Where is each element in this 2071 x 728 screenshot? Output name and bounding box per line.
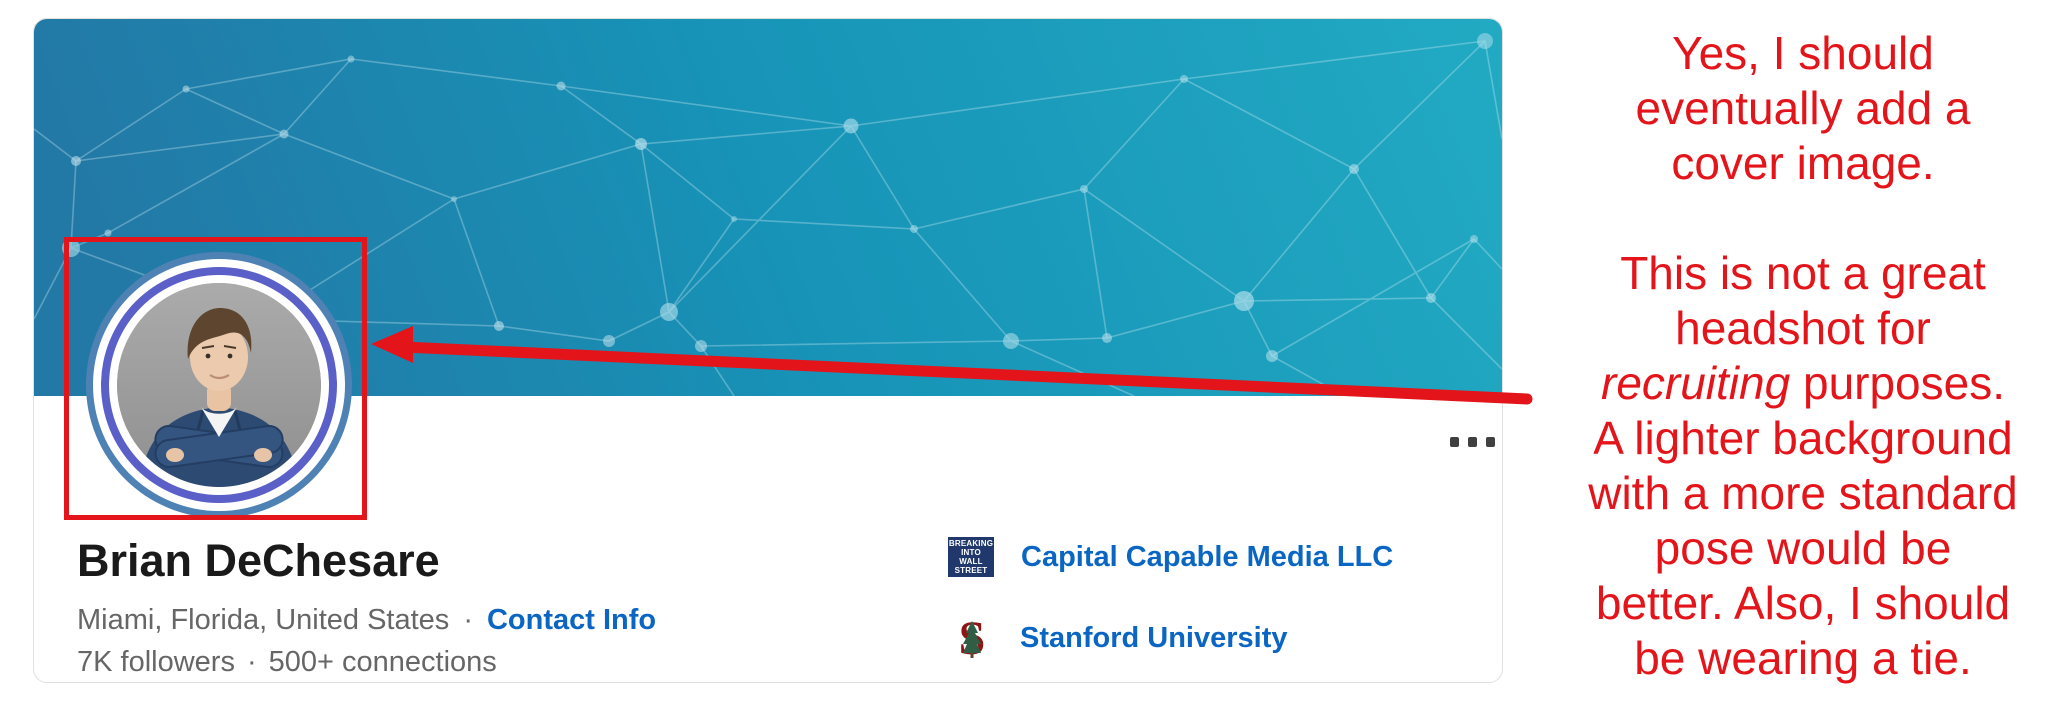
- annotation-line: be wearing a tie.: [1634, 632, 1972, 684]
- headshot-illustration: [117, 283, 321, 487]
- school-name[interactable]: Stanford University: [1020, 621, 1288, 654]
- company-logo-text-1: BREAKING INTO: [948, 539, 994, 557]
- separator-dot: ·: [463, 604, 473, 636]
- annotation-line: cover image.: [1671, 137, 1935, 189]
- company-logo-text-2: WALL STREET: [954, 557, 988, 575]
- location-text: Miami, Florida, United States: [77, 604, 450, 636]
- education-link[interactable]: S Stanford University: [952, 615, 1288, 661]
- annotation-line-rest: purposes.: [1790, 357, 2005, 409]
- profile-photo[interactable]: [117, 283, 321, 487]
- company-name[interactable]: Capital Capable Media LLC: [1021, 540, 1394, 573]
- ellipsis-icon: [1485, 437, 1495, 447]
- annotation-line: pose would be: [1654, 522, 1952, 574]
- breaking-into-wall-street-logo: BREAKING INTO WALL STREET: [948, 537, 994, 577]
- annotation-line: better. Also, I should: [1595, 577, 2011, 629]
- stanford-logo: S: [952, 615, 992, 661]
- annotation-italic-word: recruiting: [1601, 357, 1791, 409]
- annotation-line: with a more standard: [1588, 467, 2018, 519]
- annotation-line: A lighter background: [1593, 412, 2013, 464]
- annotation-line: eventually add a: [1635, 82, 1971, 134]
- annotation-text: Yes, I should eventually add a cover ima…: [1535, 26, 2071, 686]
- more-actions-button[interactable]: [1442, 428, 1502, 456]
- annotation-paragraph-gap: [1535, 191, 2071, 246]
- current-company-link[interactable]: BREAKING INTO WALL STREET Capital Capabl…: [948, 537, 1393, 577]
- location-row: Miami, Florida, United States · Contact …: [77, 604, 656, 637]
- annotation-line: This is not a great: [1620, 247, 1986, 299]
- ellipsis-icon: [1467, 437, 1477, 447]
- annotation-line: recruiting purposes.: [1535, 356, 2071, 411]
- connections-count[interactable]: 500+ connections: [268, 646, 497, 678]
- separator-dot: ·: [246, 646, 257, 678]
- followers-count: 7K followers: [77, 646, 235, 678]
- profile-name: Brian DeChesare: [77, 535, 440, 586]
- ellipsis-icon: [1449, 437, 1459, 447]
- annotation-box: [64, 237, 367, 520]
- annotation-line: headshot for: [1675, 302, 1931, 354]
- contact-info-link[interactable]: Contact Info: [486, 604, 657, 636]
- followers-row: 7K followers · 500+ connections: [77, 646, 497, 679]
- annotation-line: Yes, I should: [1672, 27, 1934, 79]
